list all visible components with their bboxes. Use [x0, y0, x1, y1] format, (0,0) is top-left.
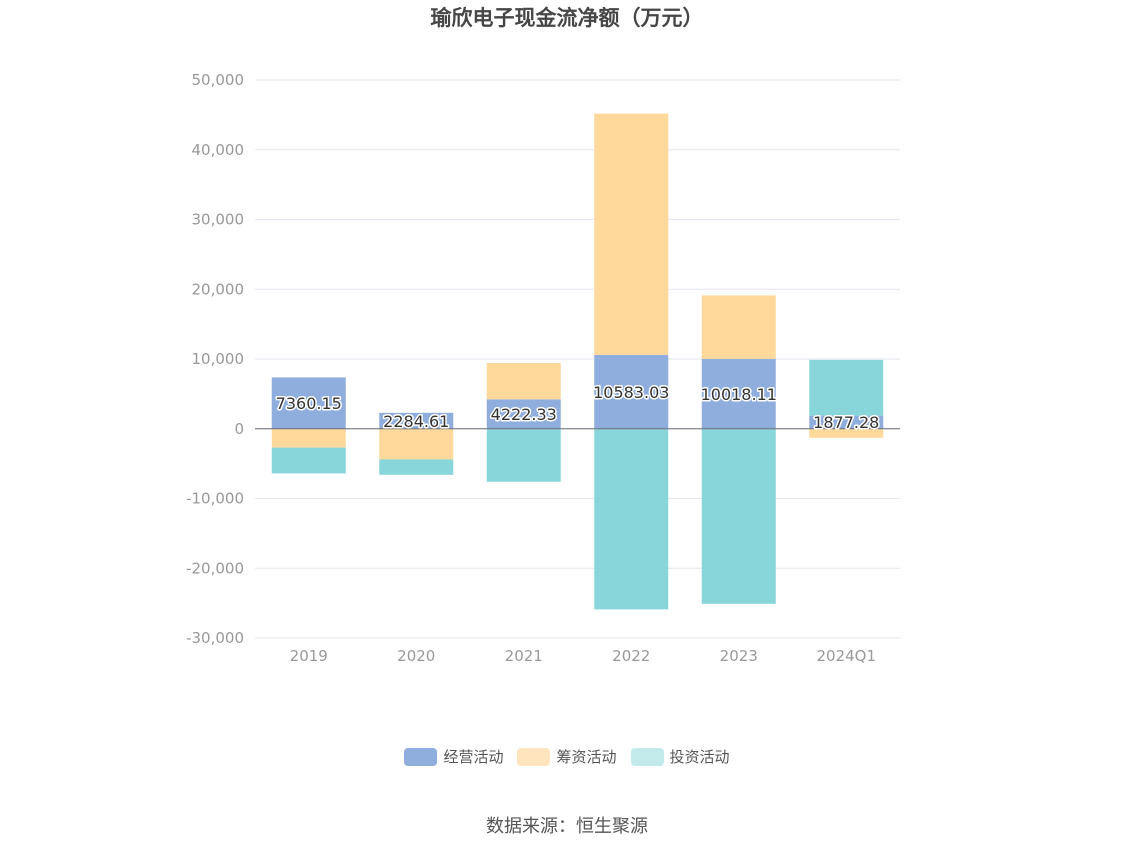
bar-segment [271, 377, 346, 429]
data-label: 4222.33 [491, 405, 557, 424]
legend-swatch-financing [517, 747, 551, 766]
legend-swatch-investing [630, 747, 664, 766]
y-tick-label: 50,000 [192, 71, 245, 89]
legend-label-operating: 经营活动 [443, 748, 504, 766]
legend-swatch-operating [404, 747, 438, 766]
y-tick-label: 0 [234, 420, 244, 438]
y-tick-label: 20,000 [192, 280, 245, 298]
bar-segment [701, 428, 776, 604]
y-tick-label: -20,000 [186, 559, 244, 577]
data-label: 10018.11 [701, 385, 777, 404]
bar-segment [809, 428, 884, 438]
bar-segment [379, 459, 454, 475]
y-tick-label: -10,000 [186, 490, 244, 508]
bar-segment [486, 428, 561, 482]
source-note: 数据来源：恒生聚源 [486, 816, 648, 837]
legend-label-investing: 投资活动 [669, 748, 730, 766]
y-tick-label: 40,000 [192, 141, 245, 159]
bar-segment [379, 428, 454, 460]
legend-item-financing[interactable]: 筹资活动 [517, 746, 617, 767]
legend-item-investing[interactable]: 投资活动 [630, 746, 730, 767]
data-label: 2284.61 [383, 412, 449, 431]
legend-item-operating[interactable]: 经营活动 [404, 746, 503, 767]
x-tick-label: 2021 [505, 647, 543, 665]
bar-segment [809, 415, 884, 429]
y-tick-label: 30,000 [192, 211, 245, 229]
x-tick-label: 2019 [290, 647, 328, 665]
bar-segment [379, 412, 454, 429]
x-tick-label: 2023 [720, 647, 758, 665]
legend-label-financing: 筹资活动 [556, 748, 617, 766]
data-label: 10583.03 [593, 383, 669, 402]
data-label: 7360.15 [276, 394, 342, 413]
bar-segment [701, 358, 776, 429]
bar-segment [486, 363, 561, 400]
x-tick-label: 2024Q1 [816, 647, 876, 665]
y-tick-label: 10,000 [192, 350, 245, 368]
bar-segment [594, 113, 669, 355]
y-tick-label: -30,000 [186, 629, 244, 647]
bar-segment [594, 354, 669, 429]
bar-segment [271, 428, 346, 448]
data-label: 1877.28 [813, 413, 879, 432]
bar-segment [594, 428, 669, 610]
x-tick-label: 2020 [397, 647, 435, 665]
chart-title: 瑜欣电子现金流净额（万元） [430, 6, 704, 30]
legend: 经营活动 筹资活动 投资活动 [0, 746, 1134, 767]
x-tick-label: 2022 [612, 647, 650, 665]
bar-segment [809, 359, 884, 416]
bar-segment [701, 295, 776, 359]
bar-segment [271, 447, 346, 474]
bar-segment [486, 399, 561, 429]
